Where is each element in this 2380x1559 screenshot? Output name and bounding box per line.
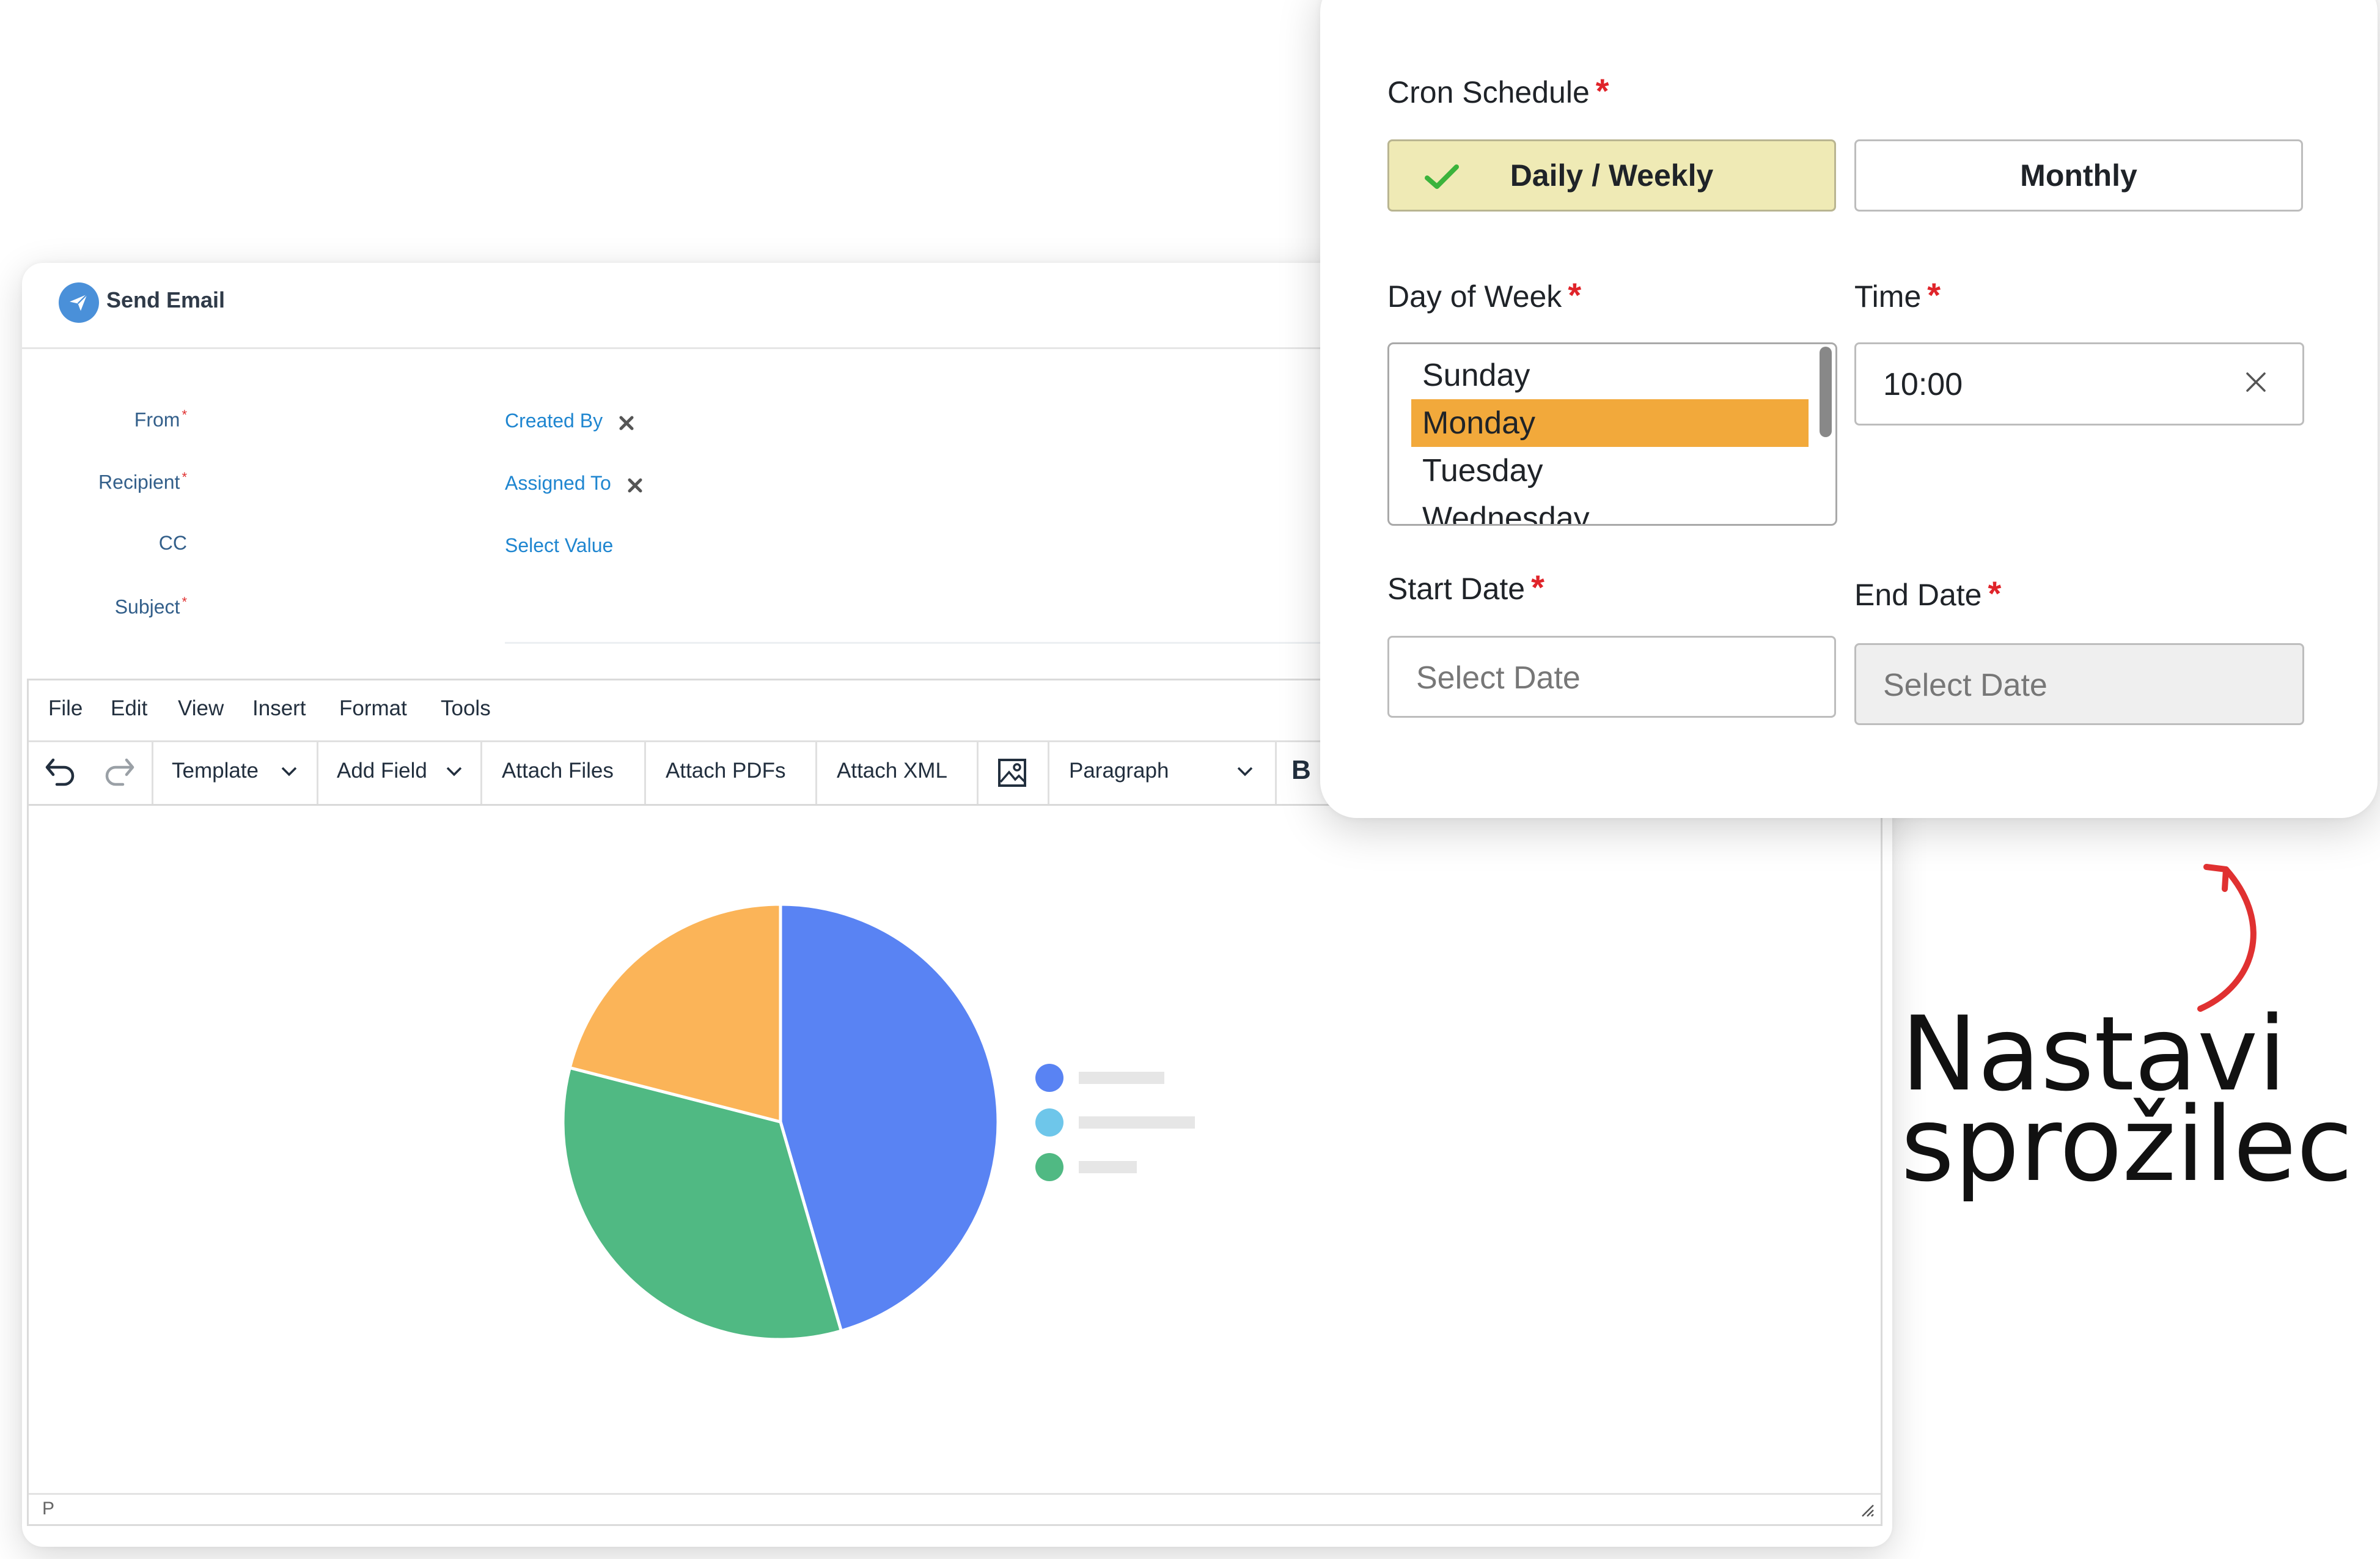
editor-toolbar: Template Add Field Attach Files Attach P… [29,740,1881,806]
check-icon [1423,163,1460,199]
editor-content[interactable] [29,804,1881,1495]
menu-view[interactable]: View [178,696,224,720]
cron-schedule-label: Cron Schedule * [1387,72,1609,110]
day-option-monday[interactable]: Monday [1411,399,1809,447]
legend-label-placeholder [1079,1072,1164,1084]
remove-from-icon[interactable] [619,413,634,430]
redo-icon[interactable] [102,756,135,790]
time-input[interactable]: 10:00 [1854,342,2304,426]
from-label: From * [134,407,187,431]
recipient-value[interactable]: Assigned To [505,472,643,495]
clear-time-icon[interactable] [2245,371,2267,396]
annotation-text: Nastavi sprožilec [1901,994,2353,1204]
legend-marker [1035,1153,1063,1181]
image-icon [997,757,1027,791]
cron-schedule-panel: Cron Schedule * Daily / Weekly Monthly Da… [1320,0,2378,818]
legend-label-placeholder [1079,1116,1195,1129]
chevron-down-icon [281,766,298,780]
legend-marker [1035,1108,1063,1137]
from-value[interactable]: Created By [505,410,634,432]
end-date-label: End Date * [1854,574,2002,613]
paper-plane-icon [59,282,99,323]
subject-label: Subject * [114,594,187,618]
history-group [29,740,153,804]
menu-tools[interactable]: Tools [441,696,491,720]
cc-select[interactable]: Select Value [505,534,614,556]
template-dropdown[interactable]: Template [153,740,318,804]
attach-pdfs-button[interactable]: Attach PDFs [646,740,817,804]
editor-statusbar: P [29,1493,1881,1524]
pie-slice [568,902,782,1124]
day-option-sunday[interactable]: Sunday [1422,358,1530,393]
element-path[interactable]: P [42,1498,55,1519]
insert-image-button[interactable] [979,740,1049,804]
monthly-option[interactable]: Monthly [1854,139,2303,212]
start-date-label: Start Date * [1387,568,1544,606]
remove-recipient-icon[interactable] [627,476,643,492]
editor-menubar: File Edit View Insert Format Tools [29,680,1881,742]
time-label: Time * [1854,276,1941,314]
menu-format[interactable]: Format [339,696,407,720]
recipient-label: Recipient * [98,470,187,493]
legend-label-placeholder [1079,1161,1137,1173]
add-field-dropdown[interactable]: Add Field [318,740,482,804]
chevron-down-icon [1236,766,1254,780]
chevron-down-icon [446,766,463,780]
cc-label: CC [158,532,187,554]
day-of-week-list[interactable]: Sunday Monday Tuesday Wednesday [1387,342,1837,526]
day-option-tuesday[interactable]: Tuesday [1422,453,1543,488]
pie-slice [779,902,1000,1333]
pie-slice [561,1066,843,1341]
attach-files-button[interactable]: Attach Files [482,740,646,804]
menu-insert[interactable]: Insert [252,696,306,720]
resize-handle-icon[interactable] [1859,1502,1875,1520]
list-scrollbar[interactable] [1820,347,1832,437]
day-option-wednesday[interactable]: Wednesday [1422,501,1590,526]
email-header: Send Email [22,263,1892,349]
bold-button[interactable]: B [1291,755,1311,785]
subject-input[interactable] [505,642,1892,644]
end-date-input[interactable]: Select Date [1854,643,2304,725]
daily-weekly-option[interactable]: Daily / Weekly [1387,139,1836,212]
email-title: Send Email [106,287,226,312]
rich-text-editor: File Edit View Insert Format Tools Templ… [27,679,1882,1526]
undo-icon[interactable] [45,756,78,790]
menu-edit[interactable]: Edit [111,696,148,720]
day-of-week-label: Day of Week * [1387,276,1582,314]
attach-xml-button[interactable]: Attach XML [817,740,979,804]
menu-file[interactable]: File [48,696,83,720]
block-format-dropdown[interactable]: Paragraph [1049,740,1277,804]
curved-arrow-icon [2197,864,2257,1012]
legend-marker [1035,1064,1063,1092]
pie-chart [561,902,1195,1341]
start-date-input[interactable]: Select Date [1387,636,1836,718]
